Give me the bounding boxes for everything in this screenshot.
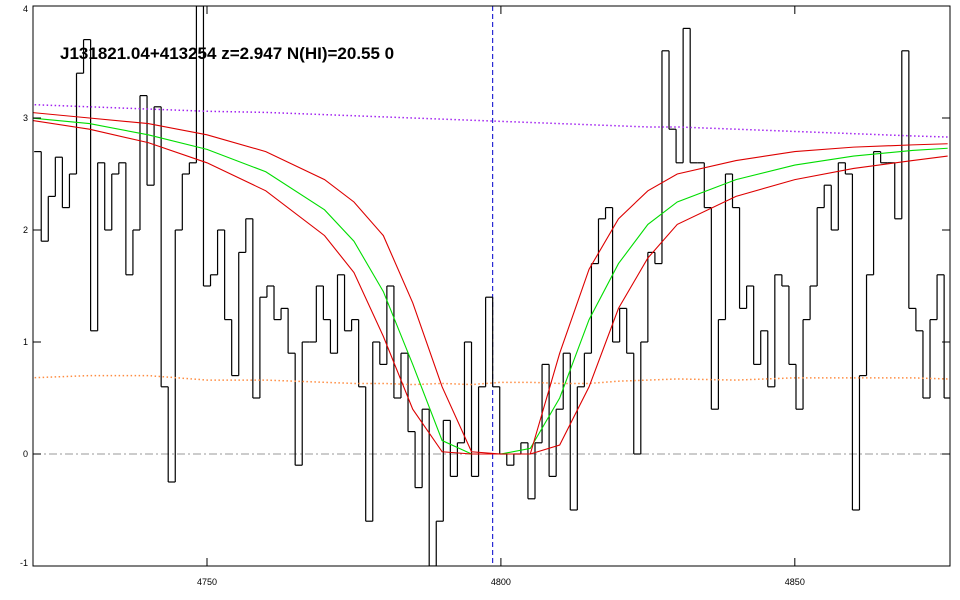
y-tick-label: 2 [23, 225, 28, 235]
y-tick-label: 3 [23, 113, 28, 123]
model-line [33, 120, 948, 455]
flux-riser [40, 6, 945, 566]
y-tick-label: 0 [23, 449, 28, 459]
plot-area [33, 6, 950, 566]
model-line [33, 103, 948, 138]
y-tick-label: -1 [20, 558, 28, 568]
y-tick-label: 4 [23, 4, 28, 14]
x-tick-label: 4800 [491, 577, 511, 587]
x-tick-label: 4850 [785, 577, 805, 587]
plot-frame [32, 5, 951, 567]
x-tick-label: 4750 [197, 577, 217, 587]
y-tick-label: 1 [23, 337, 28, 347]
chart-title: J131821.04+413254 z=2.947 N(HI)=20.55 0 [60, 44, 394, 63]
